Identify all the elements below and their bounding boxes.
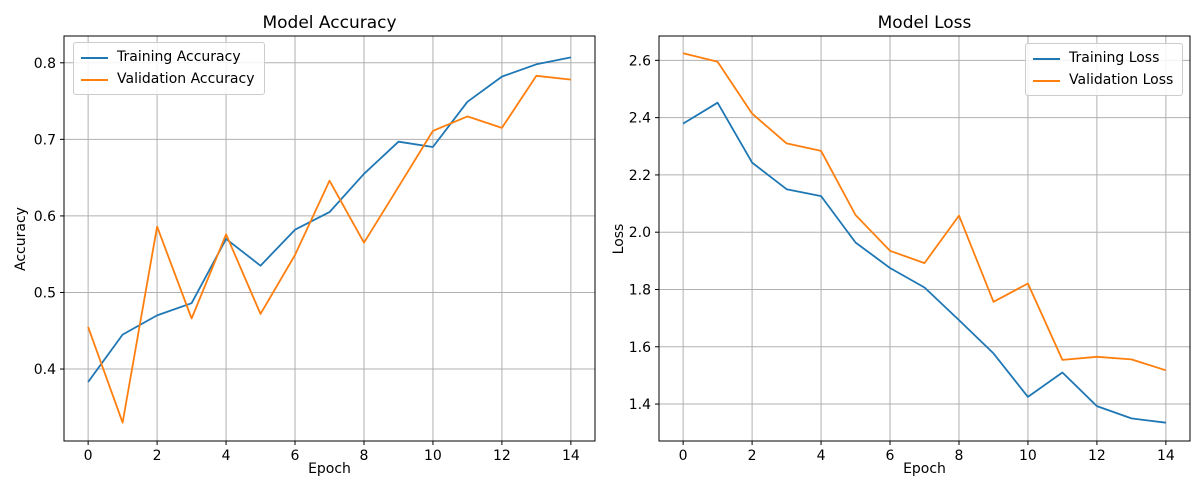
legend-label: Validation Accuracy: [117, 71, 255, 87]
x-tick-label: 4: [222, 448, 231, 464]
x-tick-label: 14: [562, 448, 580, 464]
training-accuracy-line-swatch: [81, 56, 108, 59]
y-tick-label: 0.8: [34, 56, 56, 72]
legend-item-validation-loss: Validation Loss: [1033, 71, 1173, 90]
y-tick-label: 1.4: [629, 397, 651, 413]
y-tick-label: 0.4: [34, 362, 56, 378]
y-tick-label: 2.0: [629, 225, 651, 241]
y-tick-label: 2.2: [629, 168, 651, 184]
accuracy-yaxis-label: Accuracy: [13, 207, 29, 271]
validation-loss-line: [682, 52, 1167, 372]
loss-legend: Training Loss Validation Loss: [1025, 43, 1184, 96]
accuracy-legend: Training Accuracy Validation Accuracy: [73, 42, 265, 95]
y-tick-label: 0.6: [34, 209, 56, 225]
x-tick-label: 10: [1019, 448, 1037, 464]
accuracy-xaxis-label: Epoch: [308, 461, 351, 477]
validation-accuracy-line: [87, 74, 571, 424]
legend-label: Validation Loss: [1069, 72, 1174, 88]
y-tick-label: 0.7: [34, 132, 56, 148]
y-tick-label: 1.8: [629, 282, 651, 298]
y-tick-label: 0.5: [34, 285, 56, 301]
x-tick-label: 0: [679, 448, 688, 464]
x-tick-label: 14: [1157, 448, 1175, 464]
validation-accuracy-line-swatch: [81, 78, 108, 81]
loss-xaxis-label: Epoch: [903, 461, 946, 477]
legend-item-training-accuracy: Training Accuracy: [81, 48, 255, 67]
x-tick-label: 8: [360, 448, 369, 464]
x-tick-label: 2: [153, 448, 162, 464]
legend-item-validation-accuracy: Validation Accuracy: [81, 70, 255, 89]
loss-yaxis-label: Loss: [611, 223, 627, 255]
x-tick-label: 2: [748, 448, 757, 464]
training-loss-line-swatch: [1033, 57, 1060, 60]
legend-item-training-loss: Training Loss: [1033, 49, 1173, 68]
axes-spines: [658, 35, 1191, 442]
legend-label: Training Accuracy: [117, 49, 241, 65]
legend-label: Training Loss: [1069, 50, 1160, 66]
validation-loss-line-swatch: [1033, 79, 1060, 82]
accuracy-chart-title: Model Accuracy: [262, 13, 397, 33]
x-tick-label: 12: [493, 448, 511, 464]
x-tick-label: 6: [886, 448, 895, 464]
x-tick-label: 8: [955, 448, 964, 464]
x-tick-label: 10: [424, 448, 442, 464]
training-loss-line: [682, 101, 1167, 424]
axes-spines: [63, 35, 596, 442]
x-tick-label: 6: [291, 448, 300, 464]
loss-chart-title: Model Loss: [877, 13, 972, 33]
x-tick-label: 0: [84, 448, 93, 464]
y-tick-label: 2.6: [629, 53, 651, 69]
training-accuracy-line: [87, 56, 572, 383]
x-tick-label: 12: [1088, 448, 1106, 464]
y-tick-label: 1.6: [629, 340, 651, 356]
x-tick-label: 4: [817, 448, 826, 464]
y-tick-label: 2.4: [629, 111, 651, 127]
